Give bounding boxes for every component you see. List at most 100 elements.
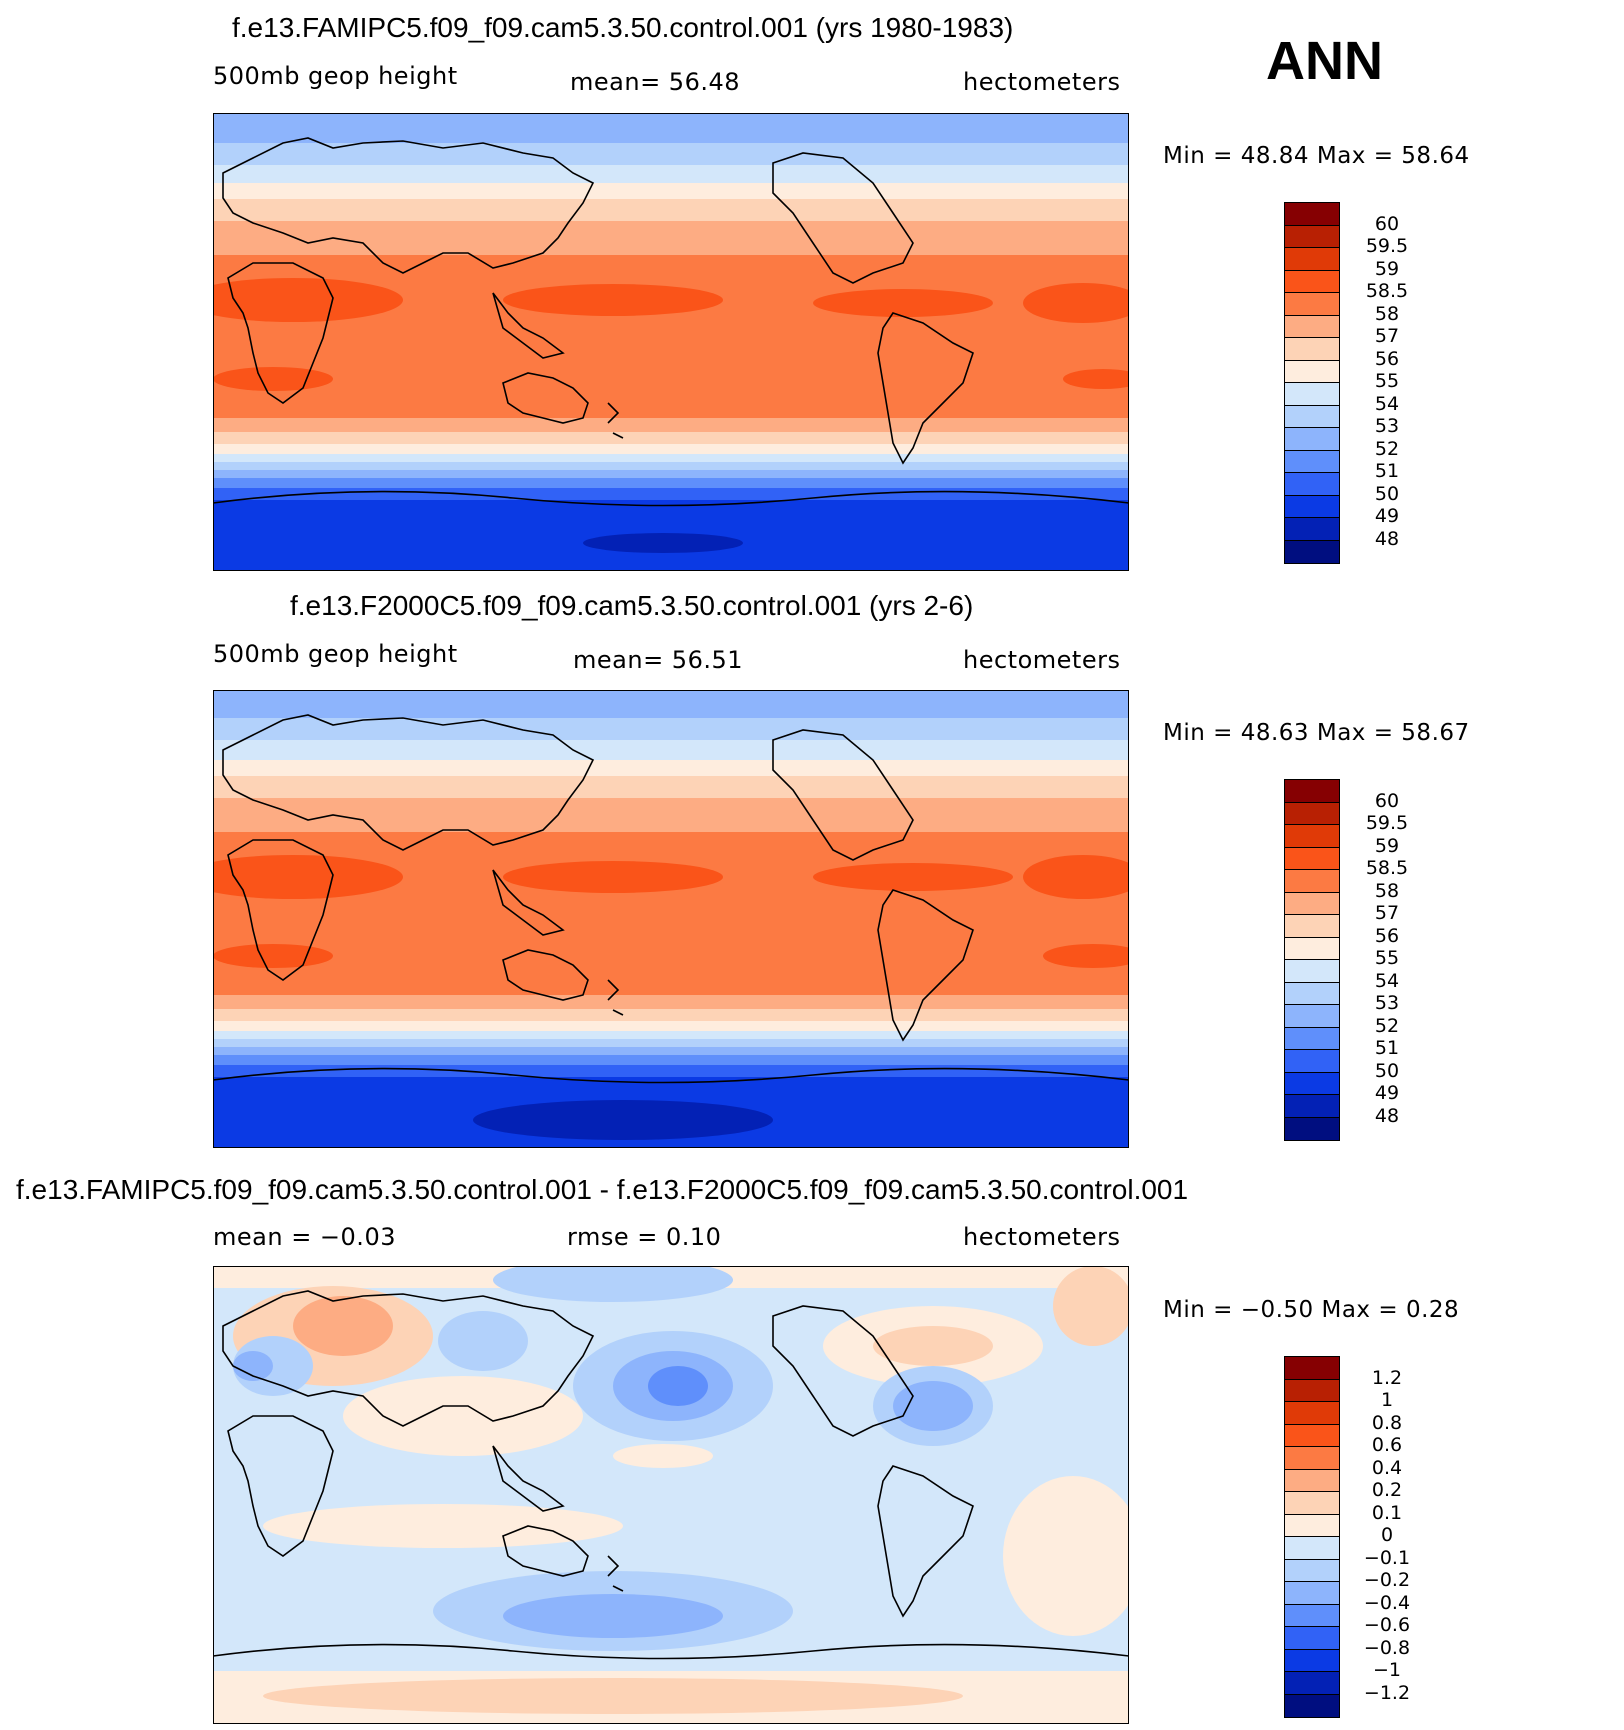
colorbar-label: −1.2 <box>1363 1682 1411 1704</box>
panel3-map <box>213 1266 1129 1724</box>
colorbar-label: 48 <box>1374 528 1400 550</box>
colorbar-label: 53 <box>1374 415 1400 437</box>
panel3-mean-label: mean = −0.03 <box>213 1223 396 1251</box>
colorbar-label: 48 <box>1374 1105 1400 1127</box>
colorbar-label: 59.5 <box>1365 812 1409 834</box>
colorbar-label: −1 <box>1372 1659 1401 1681</box>
colorbar-box <box>1285 473 1339 496</box>
colorbar-box <box>1285 1027 1339 1050</box>
colorbar-label: 59.5 <box>1365 235 1409 257</box>
colorbar-label: 58.5 <box>1365 857 1409 879</box>
panel2-title: f.e13.F2000C5.f09_f09.cam5.3.50.control.… <box>290 590 974 621</box>
colorbar-label: 57 <box>1374 902 1400 924</box>
colorbar-label: 56 <box>1374 925 1400 947</box>
colorbar-label: 58 <box>1374 303 1400 325</box>
colorbar-label: 0.6 <box>1371 1434 1403 1456</box>
colorbar-box <box>1285 338 1339 361</box>
colorbar-label: 57 <box>1374 325 1400 347</box>
colorbar-label: 54 <box>1374 393 1400 415</box>
colorbar-box <box>1285 1582 1339 1605</box>
colorbar-label: 54 <box>1374 970 1400 992</box>
colorbar-box <box>1285 1649 1339 1672</box>
colorbar-box <box>1285 540 1339 563</box>
colorbar-box <box>1285 1627 1339 1650</box>
colorbar-label: 1 <box>1380 1389 1394 1411</box>
colorbar-box <box>1285 428 1339 451</box>
panel2-map-svg <box>213 690 1129 1148</box>
panel2-coastlines <box>213 714 1129 1084</box>
panel3-minmax: Min = −0.50 Max = 0.28 <box>1163 1297 1460 1323</box>
panel1-minmax: Min = 48.84 Max = 58.64 <box>1163 143 1470 169</box>
colorbar-box <box>1285 1424 1339 1447</box>
panel3-colorbar <box>1284 1356 1340 1718</box>
colorbar-label: 55 <box>1374 370 1400 392</box>
colorbar-label: 0.8 <box>1371 1412 1403 1434</box>
colorbar-box <box>1285 960 1339 983</box>
panel2-mean-label: mean= 56.51 <box>573 646 744 674</box>
colorbar-box <box>1285 1005 1339 1028</box>
panel3-rmse-label: rmse = 0.10 <box>567 1223 722 1251</box>
colorbar-box <box>1285 847 1339 870</box>
colorbar-label: 60 <box>1374 790 1400 812</box>
colorbar-box <box>1285 293 1339 316</box>
colorbar-label: −0.4 <box>1363 1592 1411 1614</box>
colorbar-label: 52 <box>1374 1015 1400 1037</box>
panel3-units-label: hectometers <box>963 1223 1121 1251</box>
colorbar-box <box>1285 802 1339 825</box>
colorbar-label: 0.4 <box>1371 1457 1403 1479</box>
colorbar-label: 60 <box>1374 213 1400 235</box>
colorbar-label: 51 <box>1374 1037 1400 1059</box>
panel1-map <box>213 113 1129 571</box>
colorbar-label: 58 <box>1374 880 1400 902</box>
colorbar-label: 1.2 <box>1371 1367 1403 1389</box>
colorbar-box <box>1285 1694 1339 1717</box>
colorbar-label: 59 <box>1374 835 1400 857</box>
colorbar-box <box>1285 1402 1339 1425</box>
colorbar-box <box>1285 450 1339 473</box>
colorbar-label: 0.2 <box>1371 1479 1403 1501</box>
colorbar-box <box>1285 1447 1339 1470</box>
panel1-units-label: hectometers <box>963 68 1121 96</box>
panel1-colorbar <box>1284 202 1340 564</box>
panel1-variable-label: 500mb geop height <box>213 62 458 90</box>
colorbar-box <box>1285 1537 1339 1560</box>
panel3-title: f.e13.FAMIPC5.f09_f09.cam5.3.50.control.… <box>16 1174 1189 1205</box>
colorbar-label: −0.1 <box>1363 1547 1411 1569</box>
colorbar-box <box>1285 1559 1339 1582</box>
colorbar-label: 49 <box>1374 505 1400 527</box>
panel3-map-svg <box>213 1266 1129 1724</box>
colorbar-box <box>1285 225 1339 248</box>
colorbar-label: 53 <box>1374 992 1400 1014</box>
colorbar-box <box>1285 360 1339 383</box>
panel2-colorbar <box>1284 779 1340 1141</box>
colorbar-label: 49 <box>1374 1082 1400 1104</box>
colorbar-label: −0.6 <box>1363 1614 1411 1636</box>
colorbar-label: 55 <box>1374 947 1400 969</box>
colorbar-box <box>1285 1604 1339 1627</box>
colorbar-box <box>1285 203 1339 226</box>
colorbar-box <box>1285 518 1339 541</box>
colorbar-box <box>1285 1117 1339 1140</box>
colorbar-box <box>1285 825 1339 848</box>
colorbar-box <box>1285 1492 1339 1515</box>
season-label: ANN <box>1266 31 1383 91</box>
colorbar-box <box>1285 780 1339 803</box>
panel1-title: f.e13.FAMIPC5.f09_f09.cam5.3.50.control.… <box>232 12 1014 43</box>
colorbar-box <box>1285 1469 1339 1492</box>
colorbar-box <box>1285 270 1339 293</box>
colorbar-box <box>1285 937 1339 960</box>
colorbar-label: 52 <box>1374 438 1400 460</box>
colorbar-box <box>1285 1379 1339 1402</box>
colorbar-label: 56 <box>1374 348 1400 370</box>
colorbar-label: −0.2 <box>1363 1569 1411 1591</box>
colorbar-box <box>1285 405 1339 428</box>
colorbar-label: 58.5 <box>1365 280 1409 302</box>
colorbar-box <box>1285 1357 1339 1380</box>
colorbar-box <box>1285 1672 1339 1695</box>
panel1-coastlines <box>213 137 1129 507</box>
colorbar-box <box>1285 1072 1339 1095</box>
colorbar-label: 59 <box>1374 258 1400 280</box>
colorbar-label: 0.1 <box>1371 1502 1403 1524</box>
colorbar-box <box>1285 870 1339 893</box>
colorbar-box <box>1285 915 1339 938</box>
